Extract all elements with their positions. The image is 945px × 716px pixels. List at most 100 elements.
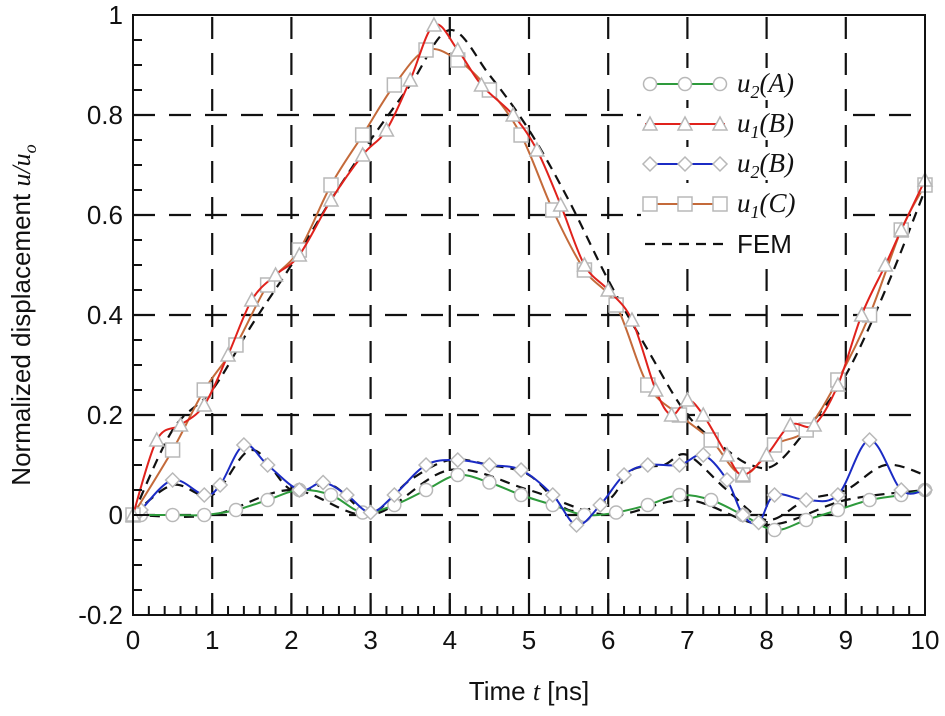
diamond-marker bbox=[711, 155, 729, 173]
triangle-marker bbox=[354, 146, 371, 162]
legend-entry: u2(A) bbox=[641, 68, 841, 102]
y-tick-label: -0.2 bbox=[78, 600, 123, 630]
diamond-marker bbox=[893, 481, 910, 499]
legend-label: u1(B) bbox=[737, 108, 794, 142]
diamond-marker bbox=[861, 431, 878, 449]
x-tick-label: 0 bbox=[126, 625, 140, 655]
y-axis-label-var: u/u bbox=[7, 153, 36, 186]
triangle-marker bbox=[148, 431, 166, 447]
triangle-marker bbox=[679, 391, 696, 407]
x-axis-label-var: t bbox=[533, 677, 541, 706]
diamond-marker bbox=[449, 451, 466, 469]
circle-marker bbox=[712, 76, 728, 92]
triangle-marker bbox=[504, 106, 522, 122]
diamond-marker bbox=[235, 436, 252, 454]
triangle-marker bbox=[711, 115, 729, 131]
y-tick-label: 0.2 bbox=[87, 400, 123, 430]
diamond-marker bbox=[362, 504, 379, 521]
circle-marker bbox=[862, 492, 877, 508]
diamond-marker bbox=[829, 486, 846, 504]
triangle-marker bbox=[552, 196, 569, 212]
legend-label: u2(B) bbox=[737, 148, 794, 182]
diamond-marker bbox=[196, 486, 213, 504]
triangle-marker bbox=[623, 311, 641, 327]
y-axis-label: Normalized displacement u/uo bbox=[6, 144, 40, 485]
diamond-marker bbox=[671, 456, 688, 474]
triangle-marker bbox=[599, 281, 617, 297]
legend-argument: (C) bbox=[760, 188, 796, 218]
diamond-marker bbox=[798, 491, 815, 509]
diamond-marker bbox=[695, 446, 712, 464]
triangle-marker bbox=[243, 291, 261, 307]
square-marker bbox=[354, 127, 371, 143]
fem-curve bbox=[132, 28, 927, 516]
triangle-marker bbox=[676, 115, 694, 131]
triangle-marker bbox=[647, 381, 664, 397]
legend-symbol: u bbox=[737, 188, 751, 218]
legend-subscript: 1 bbox=[751, 202, 760, 222]
circle-marker bbox=[830, 502, 846, 518]
triangle-marker bbox=[718, 446, 736, 462]
square-marker bbox=[386, 77, 403, 93]
x-tick-label: 6 bbox=[601, 625, 615, 655]
x-tick-label: 8 bbox=[759, 625, 773, 655]
circle-marker bbox=[450, 467, 465, 483]
circle-marker bbox=[703, 492, 719, 508]
x-tick-label: 3 bbox=[363, 625, 377, 655]
y-tick-label: 0 bbox=[109, 500, 123, 530]
circle-marker bbox=[672, 487, 687, 503]
diamond-marker bbox=[291, 481, 308, 499]
square-marker bbox=[642, 196, 658, 212]
x-tick-label: 10 bbox=[911, 625, 940, 655]
circle-marker bbox=[197, 507, 212, 523]
diamond-marker bbox=[734, 506, 751, 524]
legend-symbol: u bbox=[737, 148, 751, 178]
diamond-marker bbox=[417, 456, 435, 474]
diamond-marker bbox=[615, 466, 633, 484]
x-tick-label: 7 bbox=[680, 625, 694, 655]
circle-marker bbox=[260, 492, 275, 508]
diamond-marker bbox=[592, 496, 609, 514]
legend-label: FEM bbox=[737, 229, 792, 259]
triangle-marker bbox=[641, 115, 659, 131]
triangle-marker bbox=[528, 141, 546, 157]
x-tick-label: 9 bbox=[839, 625, 853, 655]
legend-label: u1(C) bbox=[737, 188, 796, 222]
triangle-marker bbox=[219, 346, 237, 362]
fem-curve bbox=[132, 468, 926, 527]
triangle-marker bbox=[172, 416, 189, 432]
x-axis-label: Time t [ns] bbox=[469, 676, 589, 706]
legend-subscript: 2 bbox=[751, 162, 760, 182]
circle-marker bbox=[640, 497, 656, 513]
x-tick-label: 4 bbox=[443, 625, 457, 655]
triangle-marker bbox=[267, 266, 284, 282]
diamond-marker bbox=[338, 486, 355, 504]
diamond-marker bbox=[513, 461, 530, 479]
y-tick-label: 0.8 bbox=[87, 100, 123, 130]
circle-marker bbox=[608, 505, 624, 520]
diamond-marker bbox=[639, 456, 656, 474]
circle-marker bbox=[418, 482, 434, 498]
square-marker bbox=[677, 196, 693, 212]
diamond-marker bbox=[544, 486, 561, 504]
y-axis-label-sub: o bbox=[20, 144, 40, 153]
triangle-marker bbox=[853, 306, 870, 322]
x-tick-label: 2 bbox=[284, 625, 298, 655]
triangle-marker bbox=[829, 376, 847, 392]
legend-entry: u1(B) bbox=[641, 108, 841, 142]
legend: u2(A)u1(B)u2(B)u1(C)FEM bbox=[641, 68, 841, 260]
circle-marker bbox=[767, 522, 782, 538]
triangle-marker bbox=[473, 76, 490, 92]
circle-marker bbox=[482, 475, 497, 490]
legend-bg bbox=[641, 228, 841, 260]
triangle-marker bbox=[877, 256, 894, 272]
square-marker bbox=[712, 196, 728, 212]
legend-argument: (A) bbox=[760, 68, 794, 98]
triangle-marker bbox=[425, 16, 443, 32]
triangle-marker bbox=[322, 191, 340, 207]
diamond-marker bbox=[315, 474, 332, 491]
circle-marker bbox=[642, 76, 658, 92]
triangle-marker bbox=[449, 41, 466, 57]
diamond-marker bbox=[766, 486, 783, 504]
